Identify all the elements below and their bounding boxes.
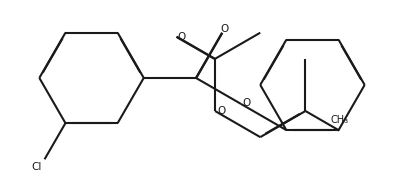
Text: O: O xyxy=(178,32,186,42)
Text: O: O xyxy=(242,98,250,108)
Text: O: O xyxy=(217,106,225,116)
Text: CH₃: CH₃ xyxy=(330,115,348,125)
Text: O: O xyxy=(221,24,229,34)
Text: Cl: Cl xyxy=(32,162,42,172)
